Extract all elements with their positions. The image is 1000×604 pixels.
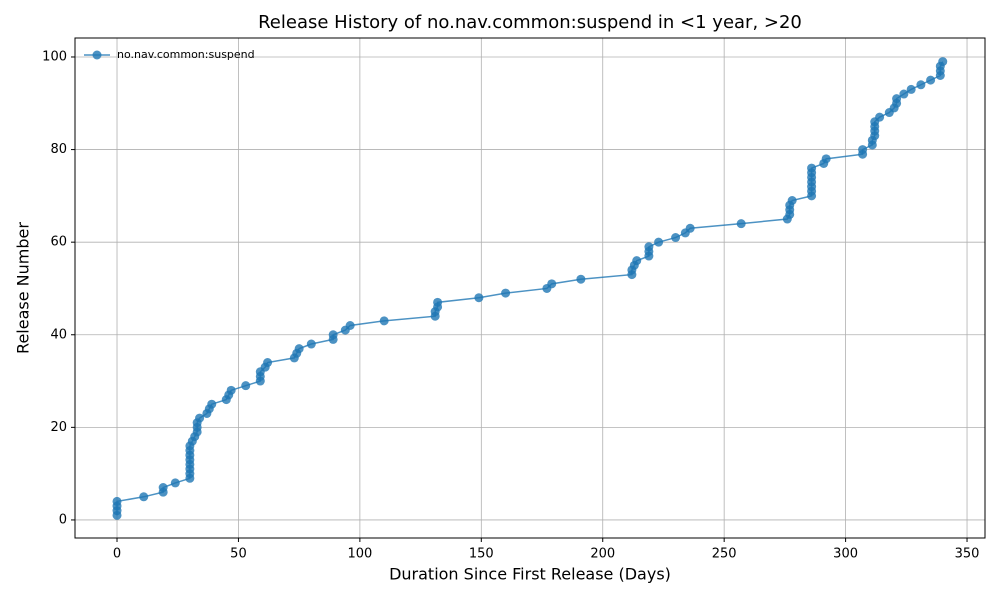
- y-tick-label: 20: [50, 420, 67, 435]
- x-tick-label: 300: [833, 547, 858, 562]
- data-point: [433, 297, 443, 307]
- x-tick-label: 0: [113, 547, 121, 562]
- y-tick-label: 60: [50, 235, 67, 250]
- data-point: [875, 112, 885, 122]
- data-point: [294, 344, 304, 354]
- x-tick-label: 250: [712, 547, 737, 562]
- series-line: [116, 61, 944, 516]
- data-point: [306, 339, 316, 349]
- x-tick-label: 350: [955, 547, 980, 562]
- x-tick-label: 150: [469, 547, 494, 562]
- data-point: [328, 330, 338, 340]
- data-point: [632, 256, 642, 266]
- x-tick-label: 50: [230, 547, 247, 562]
- data-point: [241, 381, 251, 391]
- data-point: [654, 237, 664, 247]
- legend-label: no.nav.common:suspend: [117, 48, 255, 61]
- data-point: [821, 154, 831, 164]
- data-point: [938, 57, 948, 67]
- data-point: [474, 293, 484, 303]
- x-axis-label: Duration Since First Release (Days): [389, 565, 671, 584]
- chart-title: Release History of no.nav.common:suspend…: [258, 12, 802, 33]
- plot-frame: [74, 37, 986, 539]
- data-point: [787, 196, 797, 205]
- data-point: [501, 288, 511, 298]
- data-point: [685, 223, 695, 233]
- data-point: [671, 233, 681, 243]
- data-point: [576, 274, 586, 284]
- y-tick-label: 100: [42, 49, 67, 64]
- x-tick-label: 100: [347, 547, 372, 562]
- data-point: [195, 413, 205, 423]
- data-point: [158, 483, 168, 493]
- data-point: [547, 279, 557, 289]
- legend-marker: [92, 50, 102, 60]
- data-point: [858, 145, 868, 155]
- data-point: [906, 84, 916, 94]
- data-point: [263, 358, 273, 368]
- y-tick-label: 40: [50, 327, 67, 342]
- data-point: [916, 80, 926, 90]
- data-point: [892, 94, 902, 104]
- data-point: [112, 496, 122, 506]
- data-point: [226, 385, 236, 395]
- data-point: [345, 321, 355, 330]
- y-tick-label: 80: [50, 142, 67, 157]
- data-point: [379, 316, 389, 326]
- y-tick-label: 0: [59, 512, 67, 527]
- data-point: [736, 219, 746, 229]
- data-point: [207, 399, 217, 409]
- data-point: [139, 492, 149, 502]
- data-point: [807, 163, 817, 173]
- data-point: [170, 478, 180, 488]
- data-point: [926, 75, 936, 85]
- y-axis-label: Release Number: [14, 222, 33, 354]
- data-point: [899, 89, 909, 99]
- data-point: [644, 242, 654, 252]
- x-tick-label: 200: [590, 547, 615, 562]
